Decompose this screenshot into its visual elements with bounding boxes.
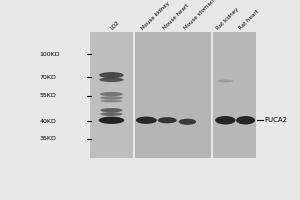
Text: Rat kidney: Rat kidney: [215, 7, 240, 31]
Ellipse shape: [215, 116, 236, 124]
Bar: [213, 32, 256, 158]
Text: Mouse heart: Mouse heart: [162, 3, 190, 31]
Text: Mouse kidney: Mouse kidney: [141, 1, 171, 31]
Text: FUCA2: FUCA2: [264, 117, 287, 123]
Bar: [90, 32, 133, 158]
Text: 100KD: 100KD: [40, 52, 61, 57]
Ellipse shape: [100, 100, 122, 102]
Ellipse shape: [99, 117, 124, 124]
Ellipse shape: [218, 80, 233, 82]
Bar: [135, 32, 211, 158]
Text: Mouse stomach: Mouse stomach: [183, 0, 217, 31]
Ellipse shape: [100, 112, 122, 116]
Ellipse shape: [99, 72, 124, 78]
Ellipse shape: [179, 119, 196, 125]
Ellipse shape: [236, 116, 255, 124]
Ellipse shape: [99, 77, 124, 82]
Text: 70KD: 70KD: [40, 75, 57, 80]
Text: 55KD: 55KD: [40, 93, 57, 98]
Text: 40KD: 40KD: [40, 119, 57, 124]
Ellipse shape: [136, 117, 157, 124]
Ellipse shape: [100, 108, 122, 112]
Text: LO2: LO2: [110, 20, 121, 31]
Ellipse shape: [100, 96, 123, 100]
Ellipse shape: [100, 92, 123, 96]
Ellipse shape: [158, 117, 177, 123]
Text: Rat heart: Rat heart: [238, 9, 260, 31]
Text: 35KD: 35KD: [40, 136, 57, 141]
